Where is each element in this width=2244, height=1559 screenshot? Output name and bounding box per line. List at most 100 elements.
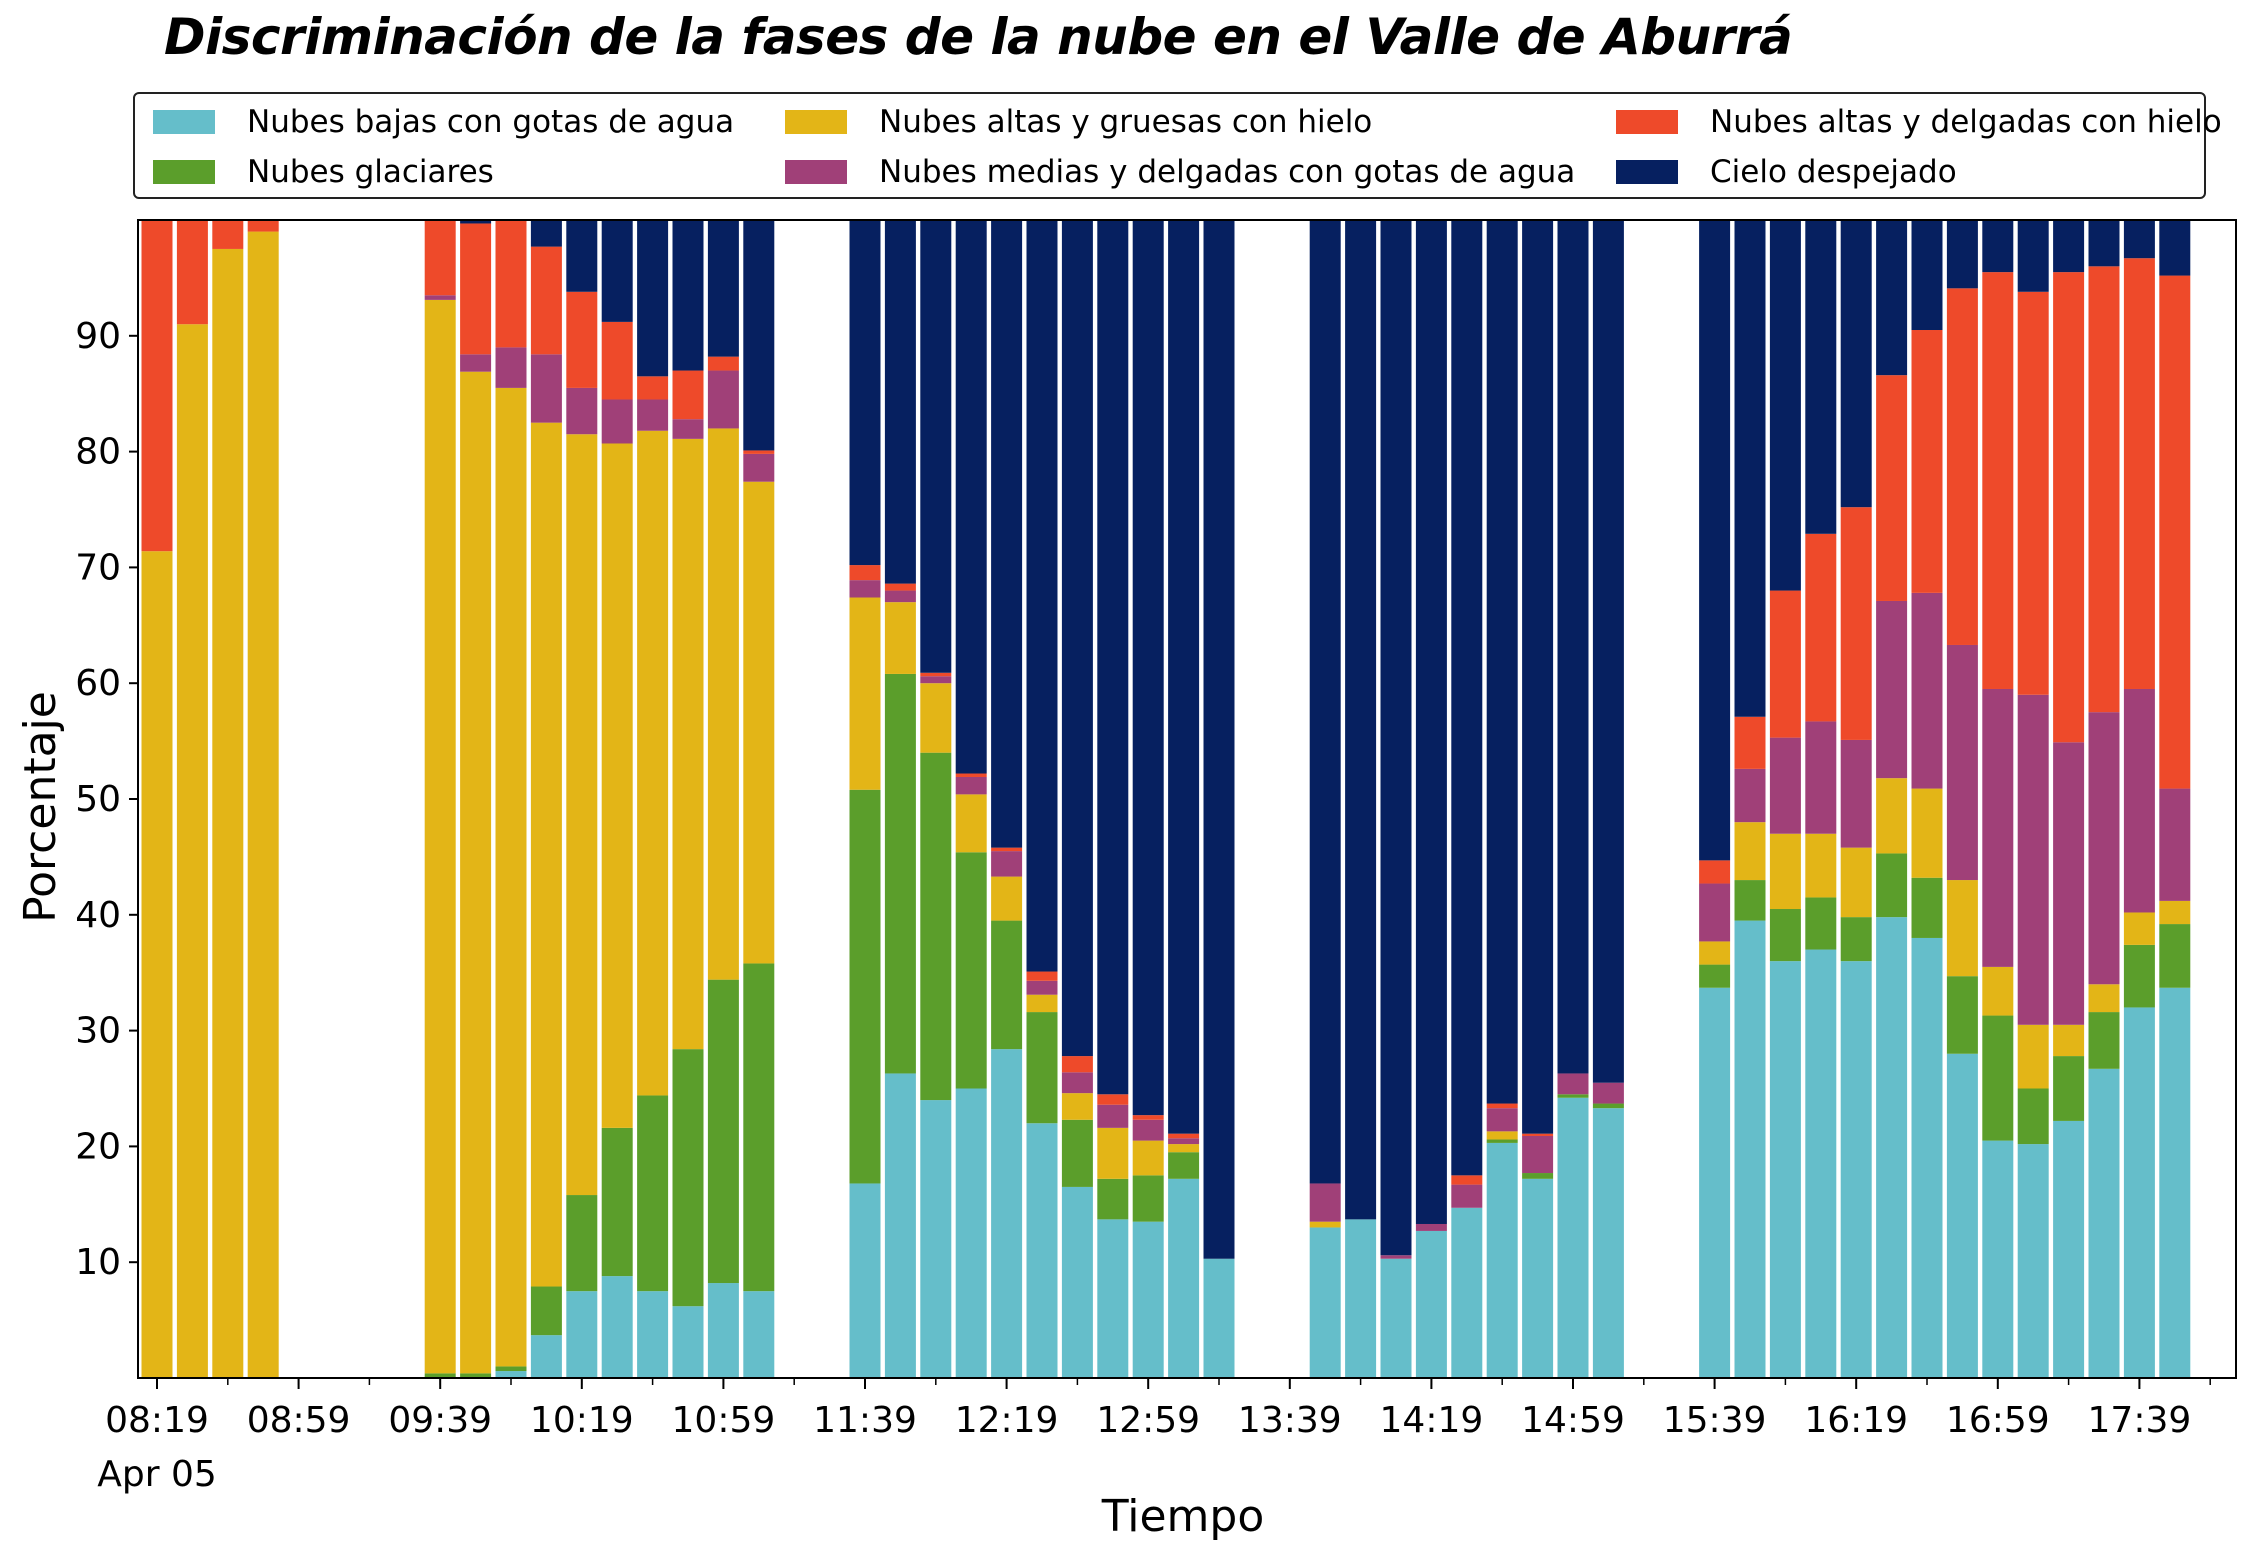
- legend-swatch: [153, 160, 215, 184]
- bar-segment: [991, 220, 1023, 848]
- bar-segment: [1769, 833, 1801, 910]
- bar-segment: [1946, 644, 1978, 881]
- bar-segment: [1946, 220, 1978, 289]
- bar-segment: [672, 438, 704, 1050]
- bar-segment: [2123, 688, 2155, 913]
- x-axis-label: Tiempo: [1101, 1491, 1265, 1542]
- bar-segment: [991, 920, 1023, 1050]
- bar-segment: [637, 376, 669, 400]
- bar-segment: [1840, 917, 1872, 962]
- bar-segment: [1026, 971, 1058, 981]
- bar-segment: [884, 673, 916, 1074]
- bar-segment: [495, 1366, 527, 1372]
- bar-segment: [1026, 220, 1058, 972]
- bar-segment: [530, 246, 562, 355]
- bar-segment: [1982, 966, 2014, 1016]
- bar-segment: [849, 597, 881, 790]
- x-tick-label: 12:19: [955, 1400, 1059, 1441]
- bar-segment: [1380, 220, 1412, 1256]
- bar-segment: [2159, 788, 2191, 901]
- bar-segment: [566, 1195, 598, 1292]
- bar-segment: [743, 220, 775, 451]
- bar-segment: [1451, 220, 1483, 1176]
- bar-segment: [566, 434, 598, 1196]
- bar-segment: [1805, 833, 1837, 898]
- bar-segment: [530, 1286, 562, 1336]
- bar-segment: [1132, 1221, 1164, 1378]
- bar-segment: [1982, 1015, 2014, 1141]
- bar-segment: [637, 430, 669, 1096]
- x-tick-label: 09:39: [388, 1400, 492, 1441]
- bar-segment: [601, 1276, 633, 1378]
- bar-segment: [1876, 917, 1908, 1378]
- bar-segment: [1805, 897, 1837, 950]
- bar-segment: [2159, 924, 2191, 988]
- bar-segment: [1309, 1227, 1341, 1378]
- bar-segment: [1132, 1119, 1164, 1141]
- bar-segment: [1522, 220, 1554, 1134]
- bar-segment: [601, 321, 633, 400]
- legend-swatch: [153, 110, 215, 134]
- bar-segment: [1097, 1104, 1129, 1128]
- bar-segment: [2159, 987, 2191, 1378]
- bar-segment: [1699, 860, 1731, 884]
- bar-segment: [1026, 1123, 1058, 1378]
- bar-segment: [672, 1049, 704, 1307]
- bar-segment: [2017, 291, 2049, 695]
- bar-segment: [672, 419, 704, 439]
- bar-segment: [637, 399, 669, 431]
- bar-segment: [1415, 1223, 1447, 1231]
- y-tick-label: 60: [75, 663, 121, 704]
- bar-segment: [2088, 1068, 2120, 1378]
- bar-segment: [1805, 220, 1837, 534]
- bar-segment: [1557, 1073, 1589, 1095]
- bar-segment: [601, 399, 633, 444]
- x-tick-label: 15:39: [1663, 1400, 1767, 1441]
- legend-item: Nubes altas y gruesas con hielo: [785, 102, 1372, 142]
- bar-segment: [1769, 737, 1801, 834]
- bar-segment: [955, 220, 987, 774]
- bar-segment: [707, 1283, 739, 1378]
- bar-segment: [1911, 592, 1943, 789]
- bar-segment: [1203, 220, 1235, 1259]
- bar-segment: [1168, 1144, 1200, 1153]
- bar-segment: [1699, 941, 1731, 965]
- bar-segment: [2123, 944, 2155, 1008]
- x-tick-label: 10:19: [530, 1400, 634, 1441]
- bar-segment: [424, 1373, 456, 1378]
- bar-segment: [1203, 1258, 1235, 1378]
- legend-label: Nubes altas y gruesas con hielo: [879, 104, 1373, 140]
- bar-segment: [530, 220, 562, 247]
- bar-segment: [920, 220, 952, 673]
- bar-segment: [460, 220, 492, 224]
- bar-segment: [1380, 1255, 1412, 1259]
- bar-segment: [2053, 220, 2085, 273]
- bar-segment: [1486, 220, 1518, 1104]
- bar-segment: [672, 370, 704, 420]
- bar-segment: [1734, 880, 1766, 921]
- y-tick-label: 40: [75, 895, 121, 936]
- bar-segment: [707, 370, 739, 429]
- x-tick-label: 17:39: [2088, 1400, 2192, 1441]
- bar-segment: [1982, 272, 2014, 689]
- bar-segment: [1168, 220, 1200, 1134]
- bar-segment: [1876, 375, 1908, 601]
- bar-segment: [1026, 1012, 1058, 1124]
- bar-segment: [1946, 880, 1978, 977]
- bar-segment: [460, 1373, 492, 1378]
- bar-segment: [1132, 220, 1164, 1116]
- bar-segment: [884, 1073, 916, 1378]
- bar-segment: [849, 565, 881, 581]
- bar-segment: [2088, 712, 2120, 985]
- bar-segment: [884, 220, 916, 584]
- bar-segment: [1451, 1175, 1483, 1185]
- bar-segment: [1061, 1119, 1093, 1187]
- bar-segment: [1415, 1230, 1447, 1378]
- legend-swatch: [785, 160, 847, 184]
- bar-segment: [991, 847, 1023, 852]
- bar-segment: [566, 291, 598, 388]
- bar-segment: [707, 356, 739, 371]
- bar-segment: [955, 794, 987, 853]
- bar-segment: [1451, 1207, 1483, 1378]
